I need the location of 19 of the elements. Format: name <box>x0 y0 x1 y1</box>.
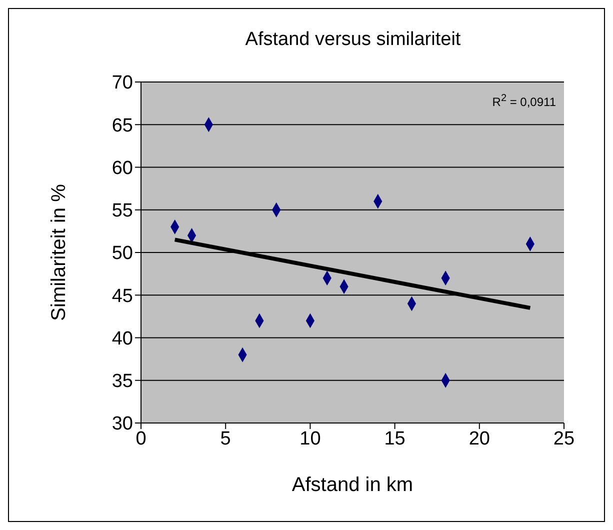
annotation: R$^{2}$ = 0,0911 <box>492 93 556 109</box>
x-tick-label: 20 <box>468 428 490 450</box>
y-tick-label: 40 <box>112 328 133 350</box>
y-tick-label: 55 <box>112 200 133 222</box>
y-tick-label: 45 <box>112 286 133 307</box>
x-tick-label: 5 <box>220 428 231 450</box>
y-tick-label: 70 <box>112 72 133 94</box>
x-axis-title: Afstand in km <box>292 474 414 496</box>
x-tick-label: 0 <box>136 428 146 450</box>
y-tick-label: 50 <box>112 243 133 264</box>
x-tick-label: 10 <box>300 428 321 450</box>
chart-title: Afstand versus similariteit <box>244 29 462 51</box>
y-axis-title: Similariteit in % <box>48 184 70 321</box>
y-tick-label: 35 <box>112 371 133 392</box>
y-tick-label: 65 <box>112 115 133 136</box>
x-tick-label: 25 <box>553 428 575 450</box>
y-tick-label: 30 <box>112 414 133 435</box>
x-tick-label: 15 <box>384 428 406 450</box>
y-tick-label: 60 <box>112 158 133 179</box>
